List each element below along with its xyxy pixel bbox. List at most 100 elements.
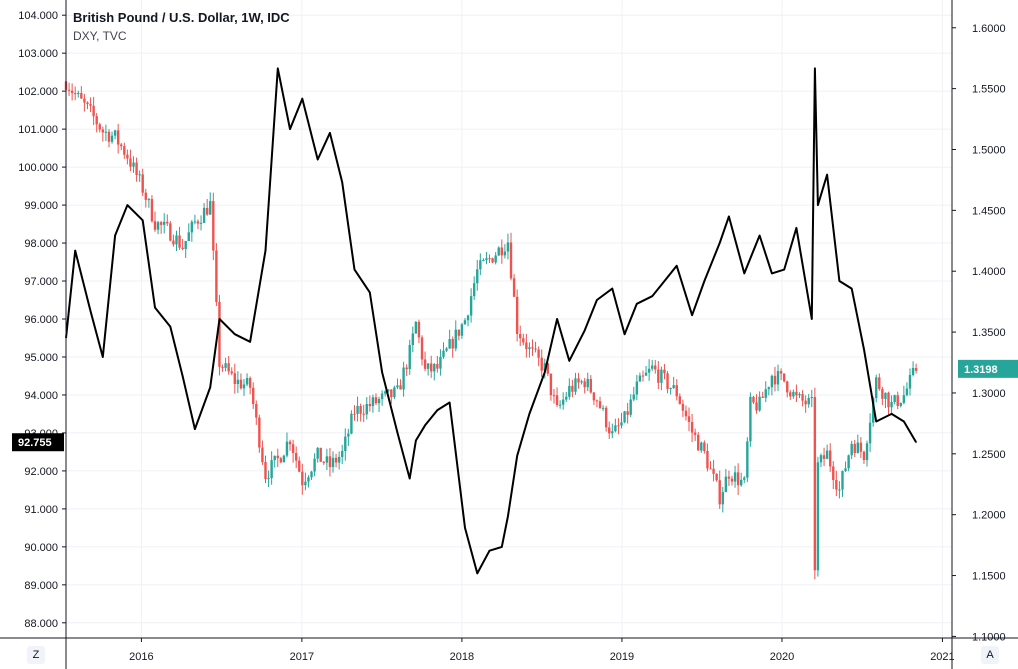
left-tick-label-6: 98.000	[24, 238, 58, 250]
right-tick-label-3: 1.4500	[972, 205, 1006, 217]
candle-body-277	[914, 368, 918, 371]
candle-body-261	[865, 443, 869, 461]
candle-body-51	[221, 366, 224, 368]
candle-body-269	[890, 402, 893, 408]
candle-body-13	[104, 131, 108, 133]
candle-body-189	[644, 372, 648, 376]
candle-body-190	[647, 368, 651, 373]
candle-body-159	[552, 395, 556, 397]
candle-body-164	[568, 385, 571, 397]
candle-body-201	[681, 403, 685, 411]
right-tick-label-10: 1.1000	[972, 631, 1006, 643]
candle-body-90	[341, 451, 344, 457]
dxy-point-49	[691, 314, 693, 316]
candle-body-81	[313, 458, 316, 472]
legend-main-series[interactable]: British Pound / U.S. Dollar, 1W, IDC	[73, 10, 290, 25]
candle-body-65	[264, 462, 267, 480]
candle-body-125	[448, 339, 451, 349]
dxy-point-57	[783, 269, 785, 271]
candle-body-224	[752, 396, 755, 403]
candle-body-245	[816, 462, 820, 571]
dxy-point-6	[142, 219, 144, 221]
candle-body-175	[601, 407, 605, 409]
candle-body-128	[457, 329, 461, 336]
dxy-point-38	[544, 371, 546, 373]
candle-body-146	[512, 278, 516, 297]
candle-body-59	[245, 378, 249, 385]
candle-body-171	[589, 378, 593, 393]
candle-body-108	[396, 385, 399, 388]
candle-body-31	[159, 222, 163, 225]
candle-body-140	[494, 255, 497, 263]
right-tick-label-6: 1.3000	[972, 388, 1006, 400]
candle-body-249	[828, 450, 832, 467]
candle-body-20	[126, 154, 129, 159]
candle-body-194	[660, 369, 663, 383]
candle-body-50	[218, 302, 221, 367]
dxy-point-4	[114, 234, 116, 237]
candle-body-229	[767, 387, 771, 390]
dxy-point-5	[126, 204, 128, 206]
candle-body-165	[571, 385, 574, 392]
candle-body-179	[614, 425, 617, 432]
gbpusd-price-tag	[958, 359, 1018, 378]
left-tick-label-14: 90.000	[24, 542, 58, 554]
dxy-point-3	[102, 356, 104, 358]
candle-body-188	[641, 375, 645, 377]
right-tick-label-4: 1.4000	[972, 266, 1006, 278]
candle-body-207	[700, 442, 703, 451]
left-tick-label-8: 96.000	[24, 314, 58, 326]
candle-body-157	[546, 363, 550, 374]
dxy-point-23	[369, 291, 371, 294]
candle-body-211	[712, 468, 715, 474]
candle-body-181	[620, 422, 623, 426]
legend-overlay-series[interactable]: DXY, TVC	[73, 29, 127, 43]
candle-body-220	[739, 479, 743, 486]
candle-body-250	[832, 466, 835, 481]
candle-body-124	[445, 348, 448, 351]
candle-body-231	[773, 375, 777, 385]
candle-body-209	[706, 450, 709, 469]
candle-body-235	[786, 381, 789, 393]
candle-body-61	[252, 387, 255, 405]
candle-body-113	[411, 333, 415, 346]
candle-body-36	[175, 235, 178, 245]
candle-body-236	[789, 392, 792, 397]
candle-body-130	[463, 320, 467, 325]
dxy-point-20	[329, 132, 331, 134]
dxy-point-19	[317, 158, 319, 161]
auto-scale-toggle-button[interactable]: A	[981, 646, 999, 664]
candle-body-241	[804, 400, 807, 405]
candle-body-64	[261, 447, 264, 463]
candle-body-239	[798, 394, 801, 396]
candle-body-156	[543, 363, 546, 371]
candle-body-234	[782, 373, 786, 382]
candle-body-30	[156, 222, 160, 230]
candle-body-145	[509, 242, 513, 279]
dxy-point-25	[396, 432, 399, 434]
candle-body-208	[703, 442, 706, 451]
candle-body-112	[408, 345, 411, 370]
candle-body-119	[430, 363, 433, 372]
dxy-point-29	[436, 409, 438, 411]
candle-body-233	[779, 371, 783, 374]
candle-body-260	[862, 451, 866, 461]
candle-body-170	[586, 378, 589, 388]
candle-body-180	[617, 425, 620, 427]
candle-body-14	[107, 131, 111, 142]
candle-body-86	[328, 456, 332, 468]
candle-body-84	[322, 461, 326, 463]
candle-body-151	[528, 347, 531, 350]
dxy-point-15	[264, 250, 267, 252]
candle-body-109	[399, 385, 402, 390]
candle-body-100	[371, 397, 375, 407]
candle-body-172	[592, 392, 596, 401]
candle-body-177	[608, 427, 611, 434]
candle-body-174	[598, 401, 602, 408]
candle-body-184	[629, 399, 632, 415]
candle-body-248	[825, 450, 829, 459]
log-scale-toggle-button[interactable]: Z	[27, 646, 45, 664]
candle-body-258	[856, 442, 860, 454]
candle-body-133	[472, 283, 476, 297]
